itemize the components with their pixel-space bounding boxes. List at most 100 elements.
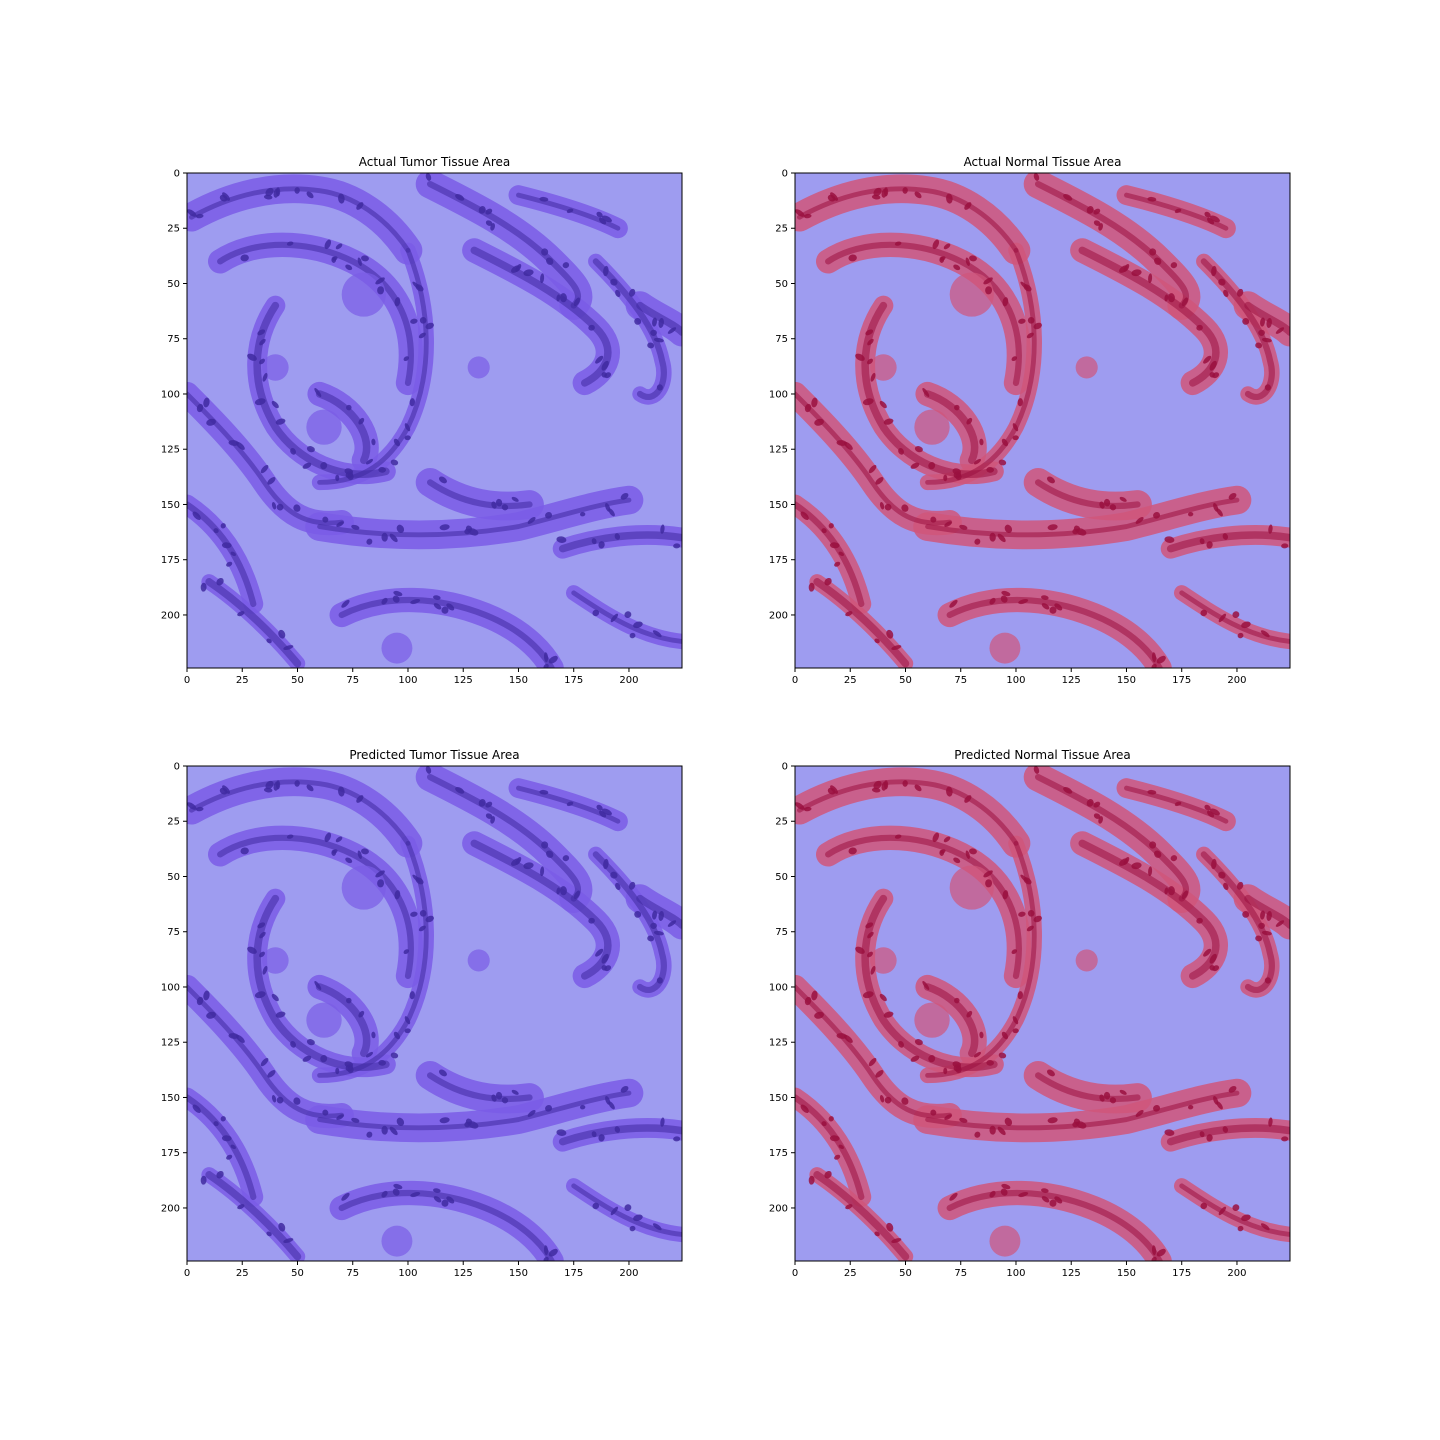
tissue-fiber xyxy=(1124,192,1229,231)
nucleus xyxy=(1200,1202,1208,1210)
nucleus xyxy=(1119,265,1128,273)
nucleus xyxy=(1148,273,1153,284)
nucleus xyxy=(1196,324,1203,331)
nucleus xyxy=(1164,536,1175,543)
nucleus xyxy=(855,946,865,954)
nucleus xyxy=(220,523,226,529)
nucleus xyxy=(1001,1183,1011,1190)
y-tick-label: 100 xyxy=(769,389,788,400)
nucleus xyxy=(511,858,520,866)
nucleus xyxy=(828,523,834,529)
nucleus xyxy=(795,209,805,217)
x-tick-label: 25 xyxy=(236,675,249,686)
nucleus xyxy=(1216,508,1223,517)
nucleus xyxy=(381,1190,388,1198)
nucleus xyxy=(247,353,257,361)
nucleus xyxy=(1041,1188,1049,1193)
nucleus xyxy=(881,781,888,791)
nucleus xyxy=(491,1094,497,1102)
nucleus xyxy=(260,464,269,474)
nucleus xyxy=(278,1222,286,1232)
panel-predicted-normal: Predicted Normal Tissue Area 0 25 50 75 100 12… xyxy=(769,748,1291,1279)
tissue-fiber xyxy=(317,1090,632,1131)
nucleus xyxy=(592,609,600,617)
x-tick-label: 0 xyxy=(792,675,798,686)
tissue-image xyxy=(795,173,1290,668)
nucleus xyxy=(1027,317,1035,324)
nucleus xyxy=(1033,766,1040,774)
nucleus xyxy=(795,802,805,810)
nucleus xyxy=(347,473,354,481)
tissue-fiber xyxy=(217,834,414,980)
nucleus xyxy=(1018,318,1026,324)
nucleus xyxy=(286,241,294,246)
nucleus xyxy=(959,1117,968,1123)
nucleus xyxy=(259,358,265,365)
nucleus xyxy=(615,882,621,891)
nucleus xyxy=(1255,935,1263,942)
nucleus xyxy=(200,1175,207,1185)
nucleus xyxy=(240,847,249,855)
nucleus xyxy=(952,1061,961,1068)
nucleus xyxy=(1218,871,1226,879)
nucleus xyxy=(271,400,279,409)
nucleus xyxy=(1167,886,1175,896)
nucleus xyxy=(548,1248,558,1257)
nucleus xyxy=(804,403,812,413)
nucleus xyxy=(1261,930,1272,936)
nucleus xyxy=(601,808,612,816)
nucleus xyxy=(624,611,632,618)
nucleus xyxy=(821,528,827,534)
nucleus xyxy=(259,338,266,346)
nucleus xyxy=(1266,910,1272,921)
nucleus xyxy=(898,447,904,455)
nucleus xyxy=(1046,1069,1055,1077)
x-tick-label: 200 xyxy=(1227,675,1246,686)
nucleus xyxy=(620,492,629,500)
y-tick-label: 50 xyxy=(167,872,180,883)
nucleus xyxy=(511,1089,519,1095)
nucleus xyxy=(332,256,338,261)
nucleus xyxy=(808,582,815,592)
nucleus xyxy=(1147,196,1157,202)
tissue-fiber xyxy=(187,984,345,1119)
nucleus xyxy=(989,1190,996,1198)
tissue-fiber xyxy=(795,984,953,1119)
nucleus xyxy=(410,599,421,605)
nucleus xyxy=(865,922,874,929)
nucleus xyxy=(546,850,554,858)
nucleus xyxy=(1164,1129,1175,1136)
y-tick-label: 125 xyxy=(161,445,180,456)
nucleus xyxy=(371,438,376,446)
nucleus xyxy=(580,1104,586,1110)
nucleus xyxy=(495,498,503,507)
nucleus xyxy=(346,997,352,1004)
nucleus xyxy=(1012,1016,1019,1025)
nucleus xyxy=(237,1204,245,1210)
nucleus xyxy=(928,462,936,470)
nucleus xyxy=(1135,1110,1144,1117)
nucleus xyxy=(1153,1105,1161,1112)
nucleus xyxy=(539,196,549,202)
nucleus xyxy=(345,857,353,864)
nucleus xyxy=(324,832,332,843)
tissue-fiber xyxy=(923,390,979,465)
nucleus xyxy=(302,462,312,469)
nucleus xyxy=(836,1033,847,1039)
nucleus xyxy=(1207,217,1215,225)
nucleus xyxy=(361,848,369,855)
nucleus xyxy=(320,1055,328,1063)
nucleus xyxy=(650,922,657,929)
nucleus xyxy=(881,188,888,198)
nucleus xyxy=(1041,595,1049,600)
nucleus xyxy=(1131,862,1142,870)
nucleus xyxy=(344,1061,353,1068)
nucleus xyxy=(867,338,874,346)
nucleus xyxy=(485,208,493,215)
nucleus xyxy=(1020,874,1029,883)
nucleus xyxy=(1119,1089,1127,1095)
tissue-fiber xyxy=(1200,851,1275,993)
nucleus xyxy=(230,551,236,557)
nucleus xyxy=(357,257,362,266)
